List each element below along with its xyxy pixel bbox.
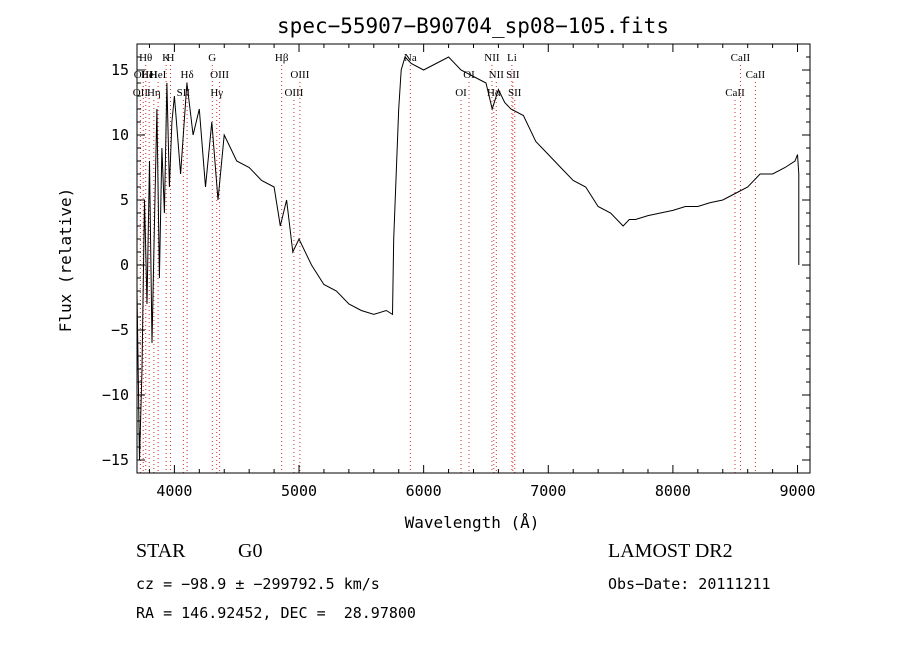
line-marker-label: Hα bbox=[487, 87, 501, 99]
y-tick-label: −15 bbox=[102, 451, 129, 469]
line-marker-label: OIII bbox=[290, 69, 309, 81]
x-tick-label: 6000 bbox=[406, 482, 442, 500]
y-tick-label: −5 bbox=[111, 321, 129, 339]
x-tick-label: 9000 bbox=[779, 482, 815, 500]
coordinates: RA = 146.92452, DEC = 28.97800 bbox=[136, 604, 416, 622]
y-tick-label: 10 bbox=[111, 126, 129, 144]
survey-name: LAMOST DR2 bbox=[608, 540, 733, 562]
line-marker-label: NII bbox=[484, 52, 500, 64]
plot-frame bbox=[136, 43, 811, 474]
line-marker-label: OIII bbox=[134, 69, 153, 81]
line-marker-label: OIII bbox=[210, 69, 229, 81]
chart-title: spec−55907−B90704_sp08−105.fits bbox=[277, 14, 669, 38]
line-marker-label: CaII bbox=[746, 69, 766, 81]
line-marker-label: OIII bbox=[284, 87, 303, 99]
x-tick-label: 5000 bbox=[281, 482, 317, 500]
line-marker-label: G bbox=[208, 52, 216, 64]
line-marker-label: Hβ bbox=[275, 52, 289, 64]
line-markers: OIIOIIIHθHeIHηHeIKHSIIHδGHγOIIIHβOIIIOII… bbox=[133, 52, 766, 473]
line-marker-label: Hθ bbox=[139, 52, 152, 64]
line-marker-label: Hδ bbox=[181, 69, 194, 81]
line-marker-label: H bbox=[167, 52, 175, 64]
observation-date: Obs−Date: 20111211 bbox=[608, 575, 771, 593]
line-marker-label: OI bbox=[455, 87, 467, 99]
line-marker-label: CaII bbox=[725, 87, 745, 99]
line-marker-label: NII bbox=[489, 69, 505, 81]
y-axis-label: Flux (relative) bbox=[56, 188, 75, 333]
y-tick-label: 0 bbox=[120, 256, 129, 274]
line-marker-label: SII bbox=[506, 69, 520, 81]
spectrum-line bbox=[136, 56, 800, 461]
y-axis-ticks: −15 −10 −5 0 5 10 15 bbox=[102, 43, 810, 474]
y-tick-label: −10 bbox=[102, 386, 129, 404]
y-tick-label: 15 bbox=[111, 61, 129, 79]
line-marker-label: HeI bbox=[150, 69, 167, 81]
x-tick-label: 4000 bbox=[156, 482, 192, 500]
y-tick-label: 5 bbox=[120, 191, 129, 209]
x-axis-ticks: 4000 5000 6000 7000 8000 9000 bbox=[148, 44, 816, 500]
x-tick-label: 7000 bbox=[530, 482, 566, 500]
line-marker-label: CaII bbox=[731, 52, 751, 64]
line-marker-label: Li bbox=[507, 52, 517, 64]
line-marker-label: Hη bbox=[147, 87, 161, 99]
redshift-info: cz = −98.9 ± −299792.5 km/s bbox=[136, 575, 380, 593]
line-marker-label: Na bbox=[404, 52, 417, 64]
line-marker-label: OI bbox=[463, 69, 475, 81]
line-marker-label: K bbox=[162, 52, 170, 64]
object-class: STAR bbox=[136, 540, 186, 562]
line-marker-label: Hγ bbox=[210, 87, 223, 99]
object-subclass: G0 bbox=[238, 540, 263, 562]
line-marker-label: HeI bbox=[141, 69, 158, 81]
x-axis-label: Wavelength (Å) bbox=[405, 513, 540, 532]
x-tick-label: 8000 bbox=[655, 482, 691, 500]
line-marker-label: SII bbox=[508, 87, 522, 99]
